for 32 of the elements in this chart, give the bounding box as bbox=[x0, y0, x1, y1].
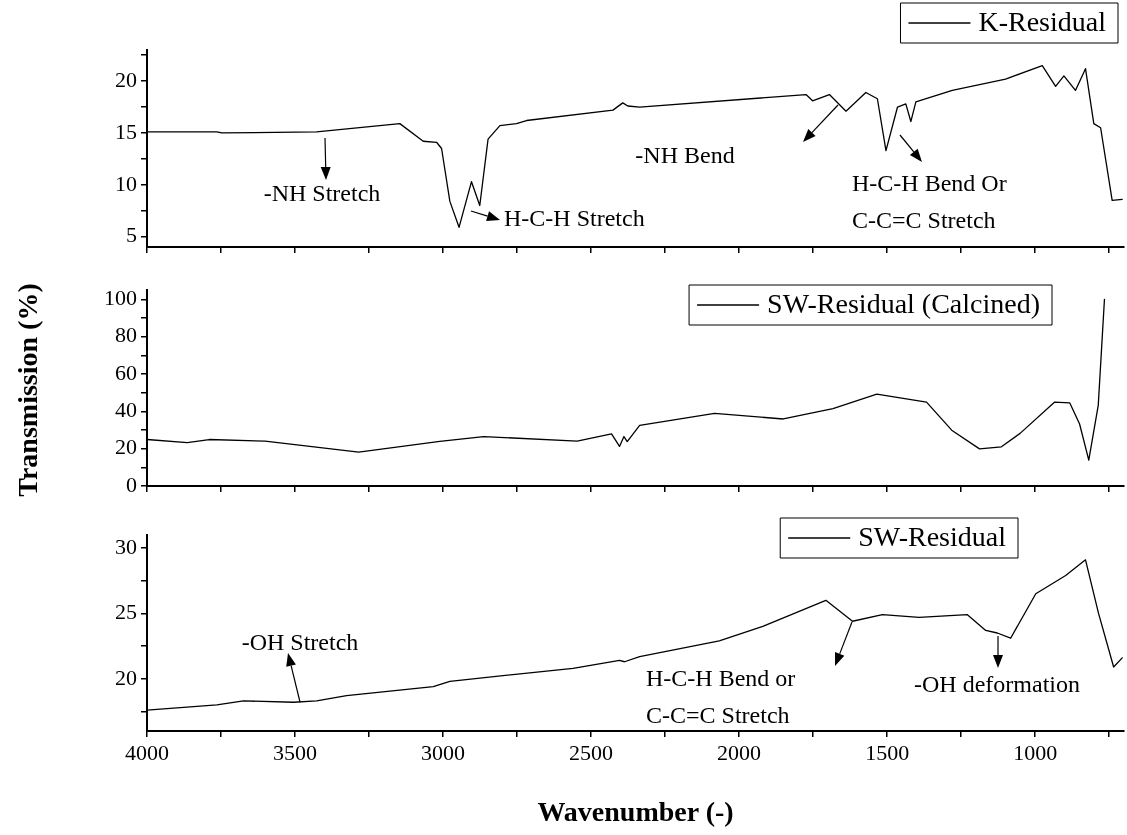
x-axis-title: Wavenumber (-) bbox=[537, 796, 734, 828]
x-tick-label: 2500 bbox=[569, 739, 614, 765]
legend-label: SW-Residual bbox=[858, 521, 1007, 553]
x-tick-label: 2000 bbox=[717, 739, 762, 765]
annotation: H-C-H Bend or C-C=C Stretch bbox=[646, 665, 796, 729]
y-tick-label: 25 bbox=[115, 599, 137, 625]
y-tick-label: 20 bbox=[115, 66, 137, 92]
y-tick-label: 10 bbox=[115, 170, 137, 196]
legend-label: SW-Residual (Calcined) bbox=[767, 288, 1041, 320]
annotation: -OH deformation bbox=[914, 671, 1080, 698]
y-tick-label: 5 bbox=[126, 222, 137, 248]
y-tick-label: 40 bbox=[115, 397, 137, 423]
y-tick-label: 30 bbox=[115, 533, 137, 559]
y-tick-label: 20 bbox=[115, 664, 137, 690]
y-tick-label: 60 bbox=[115, 359, 137, 385]
x-tick-label: 3000 bbox=[421, 739, 466, 765]
legend-label: K-Residual bbox=[978, 6, 1107, 38]
annotation: -NH Bend bbox=[635, 142, 735, 169]
y-tick-label: 0 bbox=[126, 471, 137, 497]
annotation: -OH Stretch bbox=[241, 629, 359, 656]
y-tick-label: 20 bbox=[115, 434, 137, 460]
annotation: -NH Stretch bbox=[263, 180, 381, 207]
y-axis-title: Transmission (%) bbox=[12, 283, 44, 497]
y-tick-label: 15 bbox=[115, 118, 137, 144]
x-tick-label: 3500 bbox=[273, 739, 318, 765]
x-tick-label: 1500 bbox=[865, 739, 910, 765]
annotation: H-C-H Stretch bbox=[504, 205, 645, 232]
y-tick-label: 100 bbox=[104, 285, 137, 311]
x-tick-label: 1000 bbox=[1013, 739, 1058, 765]
x-tick-label: 4000 bbox=[125, 739, 169, 765]
y-tick-label: 80 bbox=[115, 322, 137, 348]
annotation: H-C-H Bend Or C-C=C Stretch bbox=[852, 170, 1007, 234]
